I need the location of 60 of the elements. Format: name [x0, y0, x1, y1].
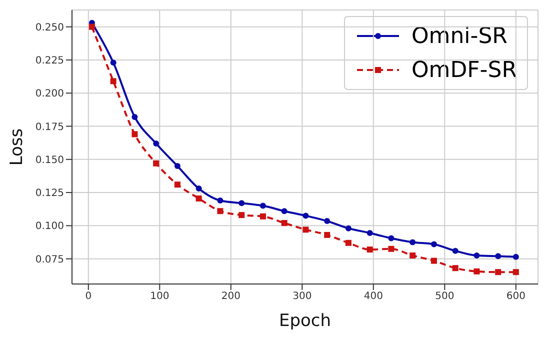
point: [174, 182, 180, 188]
point: [260, 213, 266, 220]
point: [345, 225, 352, 232]
point: [132, 114, 138, 120]
point: [238, 200, 245, 206]
x-tick-label: 200: [221, 291, 240, 302]
y-tick-label: 0.225: [35, 56, 64, 67]
point: [132, 131, 138, 138]
x-tick-label: 600: [506, 291, 526, 302]
point: [366, 246, 373, 253]
point: [196, 196, 202, 202]
x-tick-label: 500: [435, 291, 454, 302]
x-axis-title: Epoch: [278, 311, 332, 331]
point: [153, 160, 160, 166]
point: [110, 60, 116, 66]
y-tick-label: 0.175: [35, 122, 64, 133]
y-tick-label: 0.200: [35, 88, 64, 100]
point: [430, 258, 437, 264]
point: [495, 253, 502, 260]
point: [196, 186, 202, 192]
y-tick-label: 0.150: [35, 154, 64, 166]
point: [153, 140, 160, 146]
point: [174, 163, 180, 170]
point: [474, 268, 480, 274]
point: [281, 220, 288, 226]
x-tick-label: 0: [85, 291, 92, 302]
point: [452, 265, 458, 272]
point: [388, 246, 394, 252]
x-tick-label: 400: [364, 291, 383, 302]
point: [217, 208, 224, 214]
x-tick-label: 100: [150, 291, 170, 302]
point: [512, 269, 519, 276]
point: [324, 218, 330, 224]
point: [410, 239, 416, 246]
x-tick-label: 300: [292, 291, 312, 302]
y-axis-title: Loss: [7, 128, 28, 166]
point: [430, 241, 437, 248]
point: [260, 202, 266, 209]
y-tick-label: 0.100: [35, 221, 64, 232]
point: [88, 24, 95, 30]
y-tick-label: 0.125: [35, 188, 64, 200]
point: [238, 212, 245, 218]
point: [388, 235, 394, 242]
point: [410, 252, 416, 258]
point: [474, 252, 480, 258]
y-tick-label: 0.250: [35, 22, 64, 34]
point: [366, 230, 373, 236]
y-tick-label: 0.075: [35, 254, 64, 266]
point: [324, 232, 330, 238]
point: [452, 248, 458, 254]
point: [302, 212, 309, 219]
legend-label: Omni-SR: [411, 24, 508, 48]
point: [217, 197, 224, 204]
point: [345, 240, 352, 246]
point: [110, 78, 116, 84]
point: [512, 254, 519, 260]
point: [302, 226, 309, 233]
legend-label: OmDF-SR: [411, 58, 517, 82]
point: [495, 269, 502, 276]
point: [281, 208, 288, 214]
